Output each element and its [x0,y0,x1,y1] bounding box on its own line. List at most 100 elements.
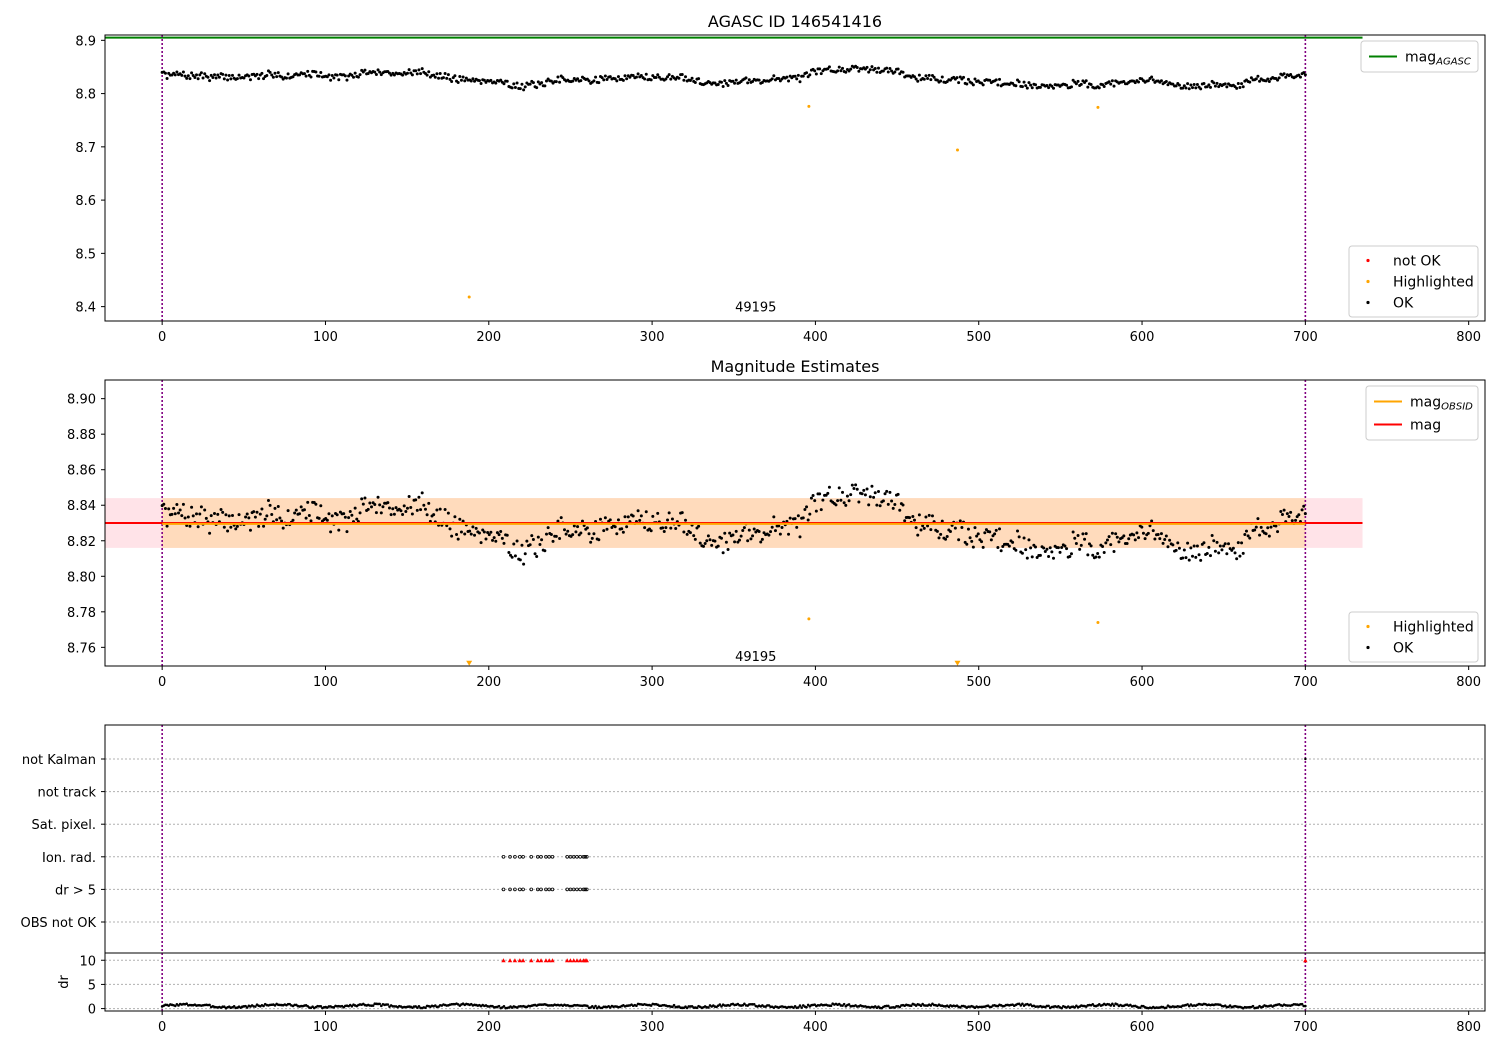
dr-point [1165,1006,1168,1009]
ok-point [181,70,185,74]
ok-point [1195,82,1199,86]
ok-point [515,539,519,543]
ok-point [1276,530,1280,534]
dr-point [741,1004,745,1007]
ok-point [983,531,987,535]
flag-row-label: Sat. pixel. [32,818,96,833]
y-tick-label: 10 [79,954,96,969]
x-tick-label: 600 [1130,675,1155,690]
ok-point [394,506,398,510]
highlighted-point [807,617,811,621]
ok-point [770,525,774,529]
ok-point [796,514,800,518]
legend-frame [1348,245,1479,318]
ok-point [217,75,221,79]
ok-point [1213,84,1217,88]
ok-point [1029,83,1033,87]
ok-point [1290,519,1294,523]
highlighted-below-axis-marker [466,660,473,666]
ok-point [549,79,553,83]
ok-point [1267,534,1271,538]
ok-point [1122,534,1126,538]
ok-point [1153,537,1157,541]
dr-point [1021,1002,1024,1006]
ok-point [1022,536,1026,540]
ok-point [737,538,741,542]
ok-point [198,512,202,516]
ok-point [639,73,643,77]
dr-point [424,1006,427,1010]
ok-point [1217,85,1221,89]
x-tick-label: 500 [966,1020,991,1035]
ok-point [178,508,182,512]
ok-point [1042,546,1046,550]
ok-point [432,73,436,77]
ok-point [921,524,925,528]
ok-point [1133,81,1137,85]
legend-dot-swatch [1366,645,1370,650]
ok-point [1107,80,1111,84]
ok-point [214,76,218,80]
ok-point [247,516,251,520]
ok-point [350,513,354,517]
ok-point [1047,555,1051,559]
x-tick-label: 500 [966,675,991,690]
ok-point [492,536,496,540]
ok-point [885,66,889,70]
ok-point [317,74,321,78]
ok-point [1236,541,1240,545]
ok-point [1030,86,1034,90]
ok-point [1156,532,1160,536]
ok-point [185,76,189,80]
ok-point [752,527,756,531]
ok-point [1177,546,1181,550]
ok-point [487,533,491,537]
ok-point [258,512,262,516]
legend-label: mag [1410,418,1441,434]
ok-point [896,492,900,496]
ok-point [566,529,570,533]
ok-point [1240,82,1244,86]
ok-point [1083,537,1087,541]
ok-point [353,506,357,510]
ok-point [999,549,1003,553]
x-tick-label: 100 [313,1020,338,1035]
ok-point [302,72,306,76]
ok-point [196,525,200,529]
x-tick-label: 0 [158,330,166,345]
ok-point [1238,86,1242,90]
flag-point [539,854,543,859]
ok-point [183,516,187,520]
ok-point [769,530,773,534]
ok-point [1208,85,1212,89]
ok-point [1038,553,1042,557]
ok-point [919,528,923,532]
ok-point [561,76,565,80]
ok-point [345,78,349,82]
ok-point [885,489,889,493]
ok-point [419,508,423,512]
ok-point [585,526,589,530]
ok-point [1191,86,1195,90]
ok-point [1235,557,1239,561]
ok-point [855,66,859,70]
ok-point [1176,541,1180,545]
ok-point [208,79,212,83]
ok-point [208,531,212,535]
ok-point [1223,542,1227,546]
ok-point [971,545,975,549]
ok-point [505,79,509,83]
ok-point [486,531,490,535]
ok-point [1168,538,1172,542]
ok-point [922,526,926,530]
dr-clipped-marker [564,958,570,963]
ok-point [512,542,516,546]
ok-point [808,512,812,516]
dr-point [1060,1006,1063,1010]
ok-point [522,562,526,566]
ok-point [347,516,351,520]
ok-point [445,524,449,528]
ok-point [787,532,791,536]
ok-point [1107,535,1111,539]
ok-point [924,74,928,78]
